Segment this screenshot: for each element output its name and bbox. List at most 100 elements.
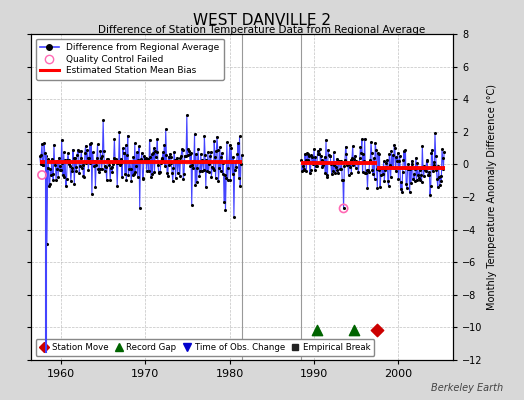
Point [154, 162, 162, 169]
Point [77, 147, 85, 154]
Point [36, 153, 44, 160]
Point [347, 170, 355, 176]
Point [408, 158, 416, 164]
Point [183, 152, 192, 159]
Point [366, 156, 375, 163]
Point [221, 207, 230, 213]
Point [389, 164, 398, 171]
Point [110, 136, 118, 142]
Point [129, 154, 138, 160]
Point [153, 136, 161, 142]
Point [419, 165, 427, 171]
Point [350, 156, 358, 162]
Point [318, 164, 326, 170]
Point [196, 151, 205, 157]
Point [402, 181, 410, 188]
Point [87, 140, 95, 146]
Point [225, 158, 233, 164]
Point [403, 166, 412, 172]
Point [216, 144, 224, 150]
Point [313, 163, 321, 169]
Point [379, 170, 387, 177]
Point [307, 167, 315, 173]
Point [424, 171, 432, 178]
Point [204, 149, 212, 155]
Point [198, 156, 206, 163]
Point [361, 170, 369, 176]
Point [90, 163, 98, 169]
Point [147, 174, 155, 180]
Point [385, 183, 393, 189]
Point [126, 158, 134, 164]
Point [67, 168, 75, 174]
Point [135, 143, 143, 150]
Point [344, 161, 352, 167]
Point [363, 167, 371, 174]
Point [398, 188, 406, 195]
Point [155, 168, 163, 175]
Point [40, 140, 48, 146]
Point [398, 168, 407, 175]
Point [224, 165, 233, 171]
Point [130, 140, 139, 147]
Point [427, 150, 435, 156]
Point [130, 170, 138, 177]
Point [213, 133, 221, 140]
Point [174, 157, 182, 164]
Point [64, 157, 73, 164]
Point [149, 150, 157, 156]
Point [179, 176, 188, 182]
Point [339, 176, 347, 183]
Point [368, 167, 377, 173]
Point [110, 154, 118, 161]
Point [167, 160, 176, 166]
Point [345, 160, 353, 167]
Point [163, 170, 171, 176]
Point [188, 202, 196, 208]
Point [327, 160, 335, 167]
Point [105, 162, 114, 168]
Point [414, 171, 422, 178]
Point [353, 160, 361, 167]
Point [424, 172, 433, 178]
Point [328, 160, 336, 166]
Point [152, 149, 161, 156]
Point [304, 151, 313, 158]
Point [69, 155, 78, 162]
Point [195, 172, 204, 179]
Point [360, 158, 368, 165]
Point [138, 174, 147, 181]
Point [118, 174, 126, 180]
Point [230, 213, 238, 220]
Point [144, 156, 152, 162]
Point [159, 149, 167, 156]
Point [46, 166, 54, 172]
Point [233, 151, 242, 158]
Point [320, 159, 328, 166]
Point [101, 163, 110, 170]
Point [69, 146, 77, 153]
Point [151, 154, 160, 160]
Point [83, 147, 91, 153]
Point [430, 162, 439, 168]
Point [367, 139, 375, 145]
Point [439, 165, 447, 172]
Point [391, 145, 399, 152]
Point [212, 148, 221, 154]
Point [62, 183, 70, 190]
Point [212, 175, 220, 181]
Point [411, 166, 420, 172]
Point [416, 166, 424, 173]
Point [390, 142, 398, 148]
Point [168, 170, 176, 176]
Point [47, 172, 56, 178]
Point [178, 146, 187, 153]
Point [369, 171, 377, 177]
Point [45, 183, 53, 189]
Point [37, 151, 46, 158]
Point [394, 176, 402, 183]
Point [326, 153, 334, 160]
Point [334, 158, 343, 164]
Point [44, 156, 52, 163]
Point [334, 170, 342, 176]
